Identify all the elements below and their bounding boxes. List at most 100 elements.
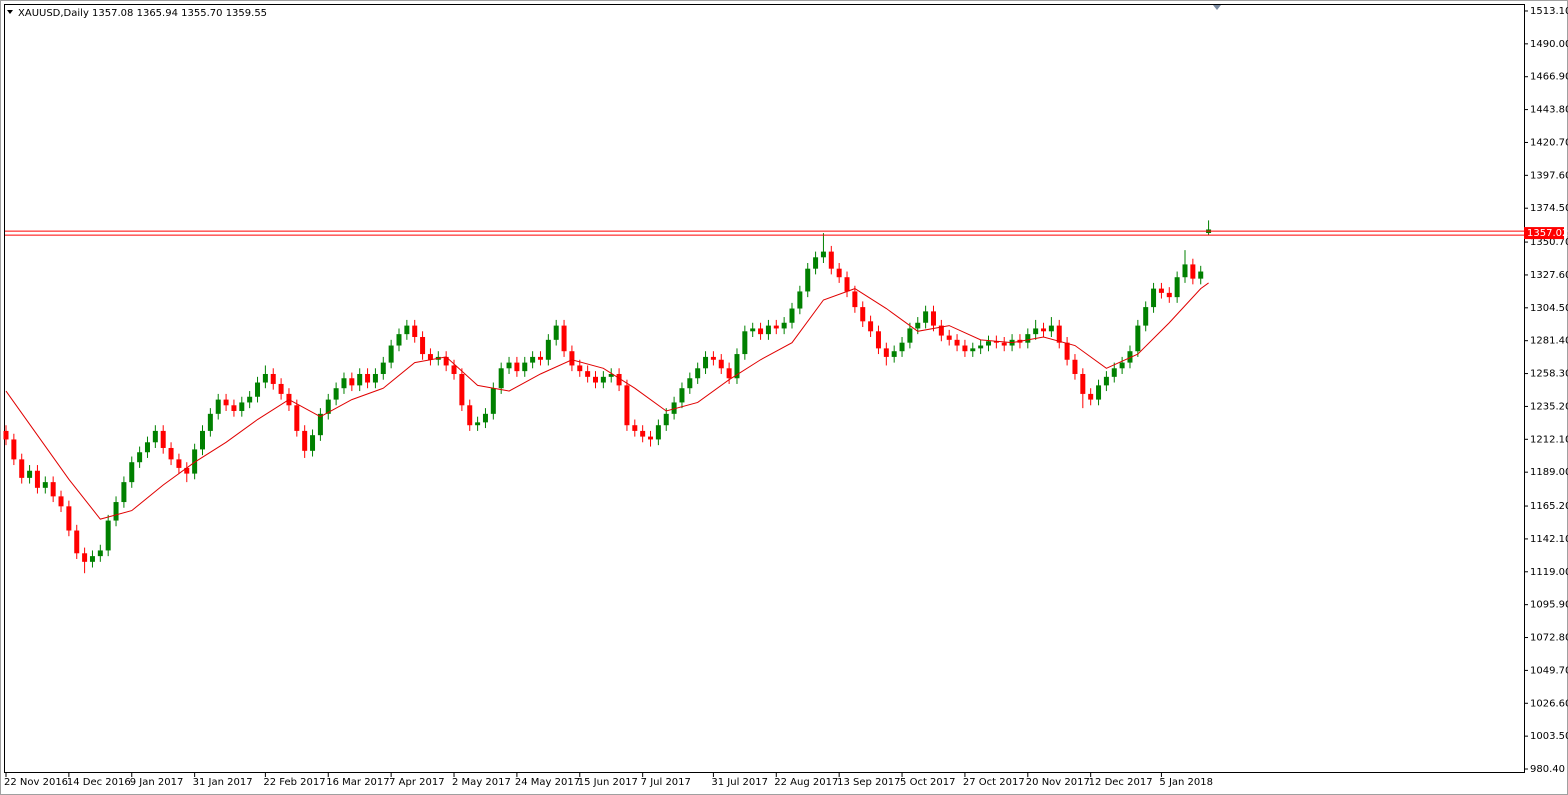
- candle-body: [585, 371, 591, 377]
- candle-body: [3, 430, 9, 440]
- candle-body: [262, 373, 268, 383]
- symbol: XAUUSD,Daily: [18, 8, 89, 19]
- x-tick-label: 31 Jan 2017: [193, 777, 253, 788]
- candle-body: [1001, 342, 1007, 346]
- candle-body: [844, 277, 850, 292]
- candle-body: [1025, 334, 1031, 343]
- candle-body: [852, 291, 858, 308]
- candle-body: [58, 496, 64, 507]
- candle-body: [671, 402, 677, 414]
- candle-body: [451, 365, 457, 374]
- candle-body: [1166, 292, 1172, 298]
- y-tick-label: 1513.10: [1530, 6, 1568, 17]
- candle-body: [1033, 328, 1039, 335]
- candle-body: [1048, 325, 1054, 332]
- candle-body: [734, 354, 740, 379]
- candle-body: [144, 442, 150, 453]
- candle-body: [1151, 288, 1157, 308]
- candle-body: [655, 425, 661, 440]
- candle-body: [239, 402, 245, 411]
- x-tick-label: 27 Oct 2017: [963, 777, 1025, 788]
- y-tick-label: 1374.50: [1530, 203, 1568, 214]
- candle-body: [427, 354, 433, 360]
- candle-body: [176, 459, 182, 468]
- candle-body: [1182, 264, 1188, 278]
- x-tick-label: 16 Mar 2017: [326, 777, 389, 788]
- candle-body: [380, 362, 386, 374]
- candle-body: [860, 307, 866, 322]
- candle-body: [1158, 288, 1164, 293]
- candle-body: [270, 373, 276, 384]
- candle-body: [703, 356, 709, 369]
- candle-body: [899, 342, 905, 352]
- candle-body: [317, 413, 323, 436]
- y-tick-label: 1350.70: [1530, 237, 1568, 248]
- candle-body: [758, 328, 764, 335]
- last-close: 1359.55: [226, 8, 267, 19]
- x-tick-label: 31 Jul 2017: [711, 777, 768, 788]
- candle-body: [868, 321, 874, 332]
- y-tick-label: 1072.80: [1530, 633, 1568, 644]
- candle-body: [1072, 359, 1078, 374]
- candle-body: [962, 345, 968, 352]
- candle-body: [522, 362, 528, 372]
- candle-body: [231, 405, 237, 411]
- candle-body: [459, 373, 465, 406]
- candle-body: [836, 268, 842, 278]
- price-label-box: [1524, 227, 1564, 240]
- candle-body: [294, 405, 300, 431]
- candle-body: [1135, 325, 1141, 352]
- shift-marker: [1213, 5, 1221, 10]
- candle-body: [1111, 368, 1117, 377]
- y-tick-label: 1189.00: [1530, 467, 1568, 478]
- candle-body: [561, 325, 567, 352]
- candle-body: [632, 425, 638, 431]
- candle-body: [875, 331, 881, 349]
- x-tick-label: 5 Jan 2018: [1159, 777, 1213, 788]
- candle-body: [891, 351, 897, 357]
- candle-body: [278, 383, 284, 394]
- candle-body: [388, 345, 394, 363]
- candle-body: [718, 359, 724, 369]
- candle-body: [467, 405, 473, 426]
- x-tick-label: 22 Nov 2016: [4, 777, 68, 788]
- candle-body: [978, 345, 984, 349]
- candle-body: [600, 376, 606, 383]
- candle-body: [742, 331, 748, 355]
- candle-body: [82, 553, 88, 562]
- candle-body: [255, 382, 261, 397]
- candle-body: [168, 447, 174, 460]
- x-tick-label: 24 May 2017: [515, 777, 580, 788]
- candle-body: [663, 413, 669, 426]
- x-tick-label: 14 Dec 2016: [67, 777, 131, 788]
- x-tick-label: 2 May 2017: [452, 777, 511, 788]
- candle-body: [938, 325, 944, 336]
- candle-body: [577, 365, 583, 372]
- candle-body: [640, 430, 646, 437]
- candle-body: [805, 268, 811, 292]
- candle-body: [750, 328, 756, 332]
- candle-body: [74, 530, 80, 554]
- candle-body: [349, 378, 355, 386]
- candle-body: [365, 373, 371, 383]
- candle-body: [1080, 373, 1086, 394]
- x-tick-label: 22 Feb 2017: [263, 777, 325, 788]
- y-tick-label: 1397.60: [1530, 170, 1568, 181]
- candle-body: [192, 449, 198, 474]
- y-tick-label: 1443.80: [1530, 105, 1568, 116]
- candle-body: [1096, 385, 1102, 400]
- x-tick-label: 7 Jul 2017: [641, 777, 691, 788]
- candle-body: [797, 291, 803, 309]
- candle-body: [773, 325, 779, 329]
- y-tick-label: 1049.70: [1530, 665, 1568, 676]
- candle-body: [247, 396, 253, 403]
- candle-body: [207, 413, 213, 431]
- candle-body: [608, 373, 614, 377]
- x-tick-label: 20 Nov 2017: [1026, 777, 1090, 788]
- candle-body: [50, 482, 56, 497]
- candle-body: [42, 482, 48, 488]
- candle-body: [372, 373, 378, 383]
- candle-body: [765, 325, 771, 335]
